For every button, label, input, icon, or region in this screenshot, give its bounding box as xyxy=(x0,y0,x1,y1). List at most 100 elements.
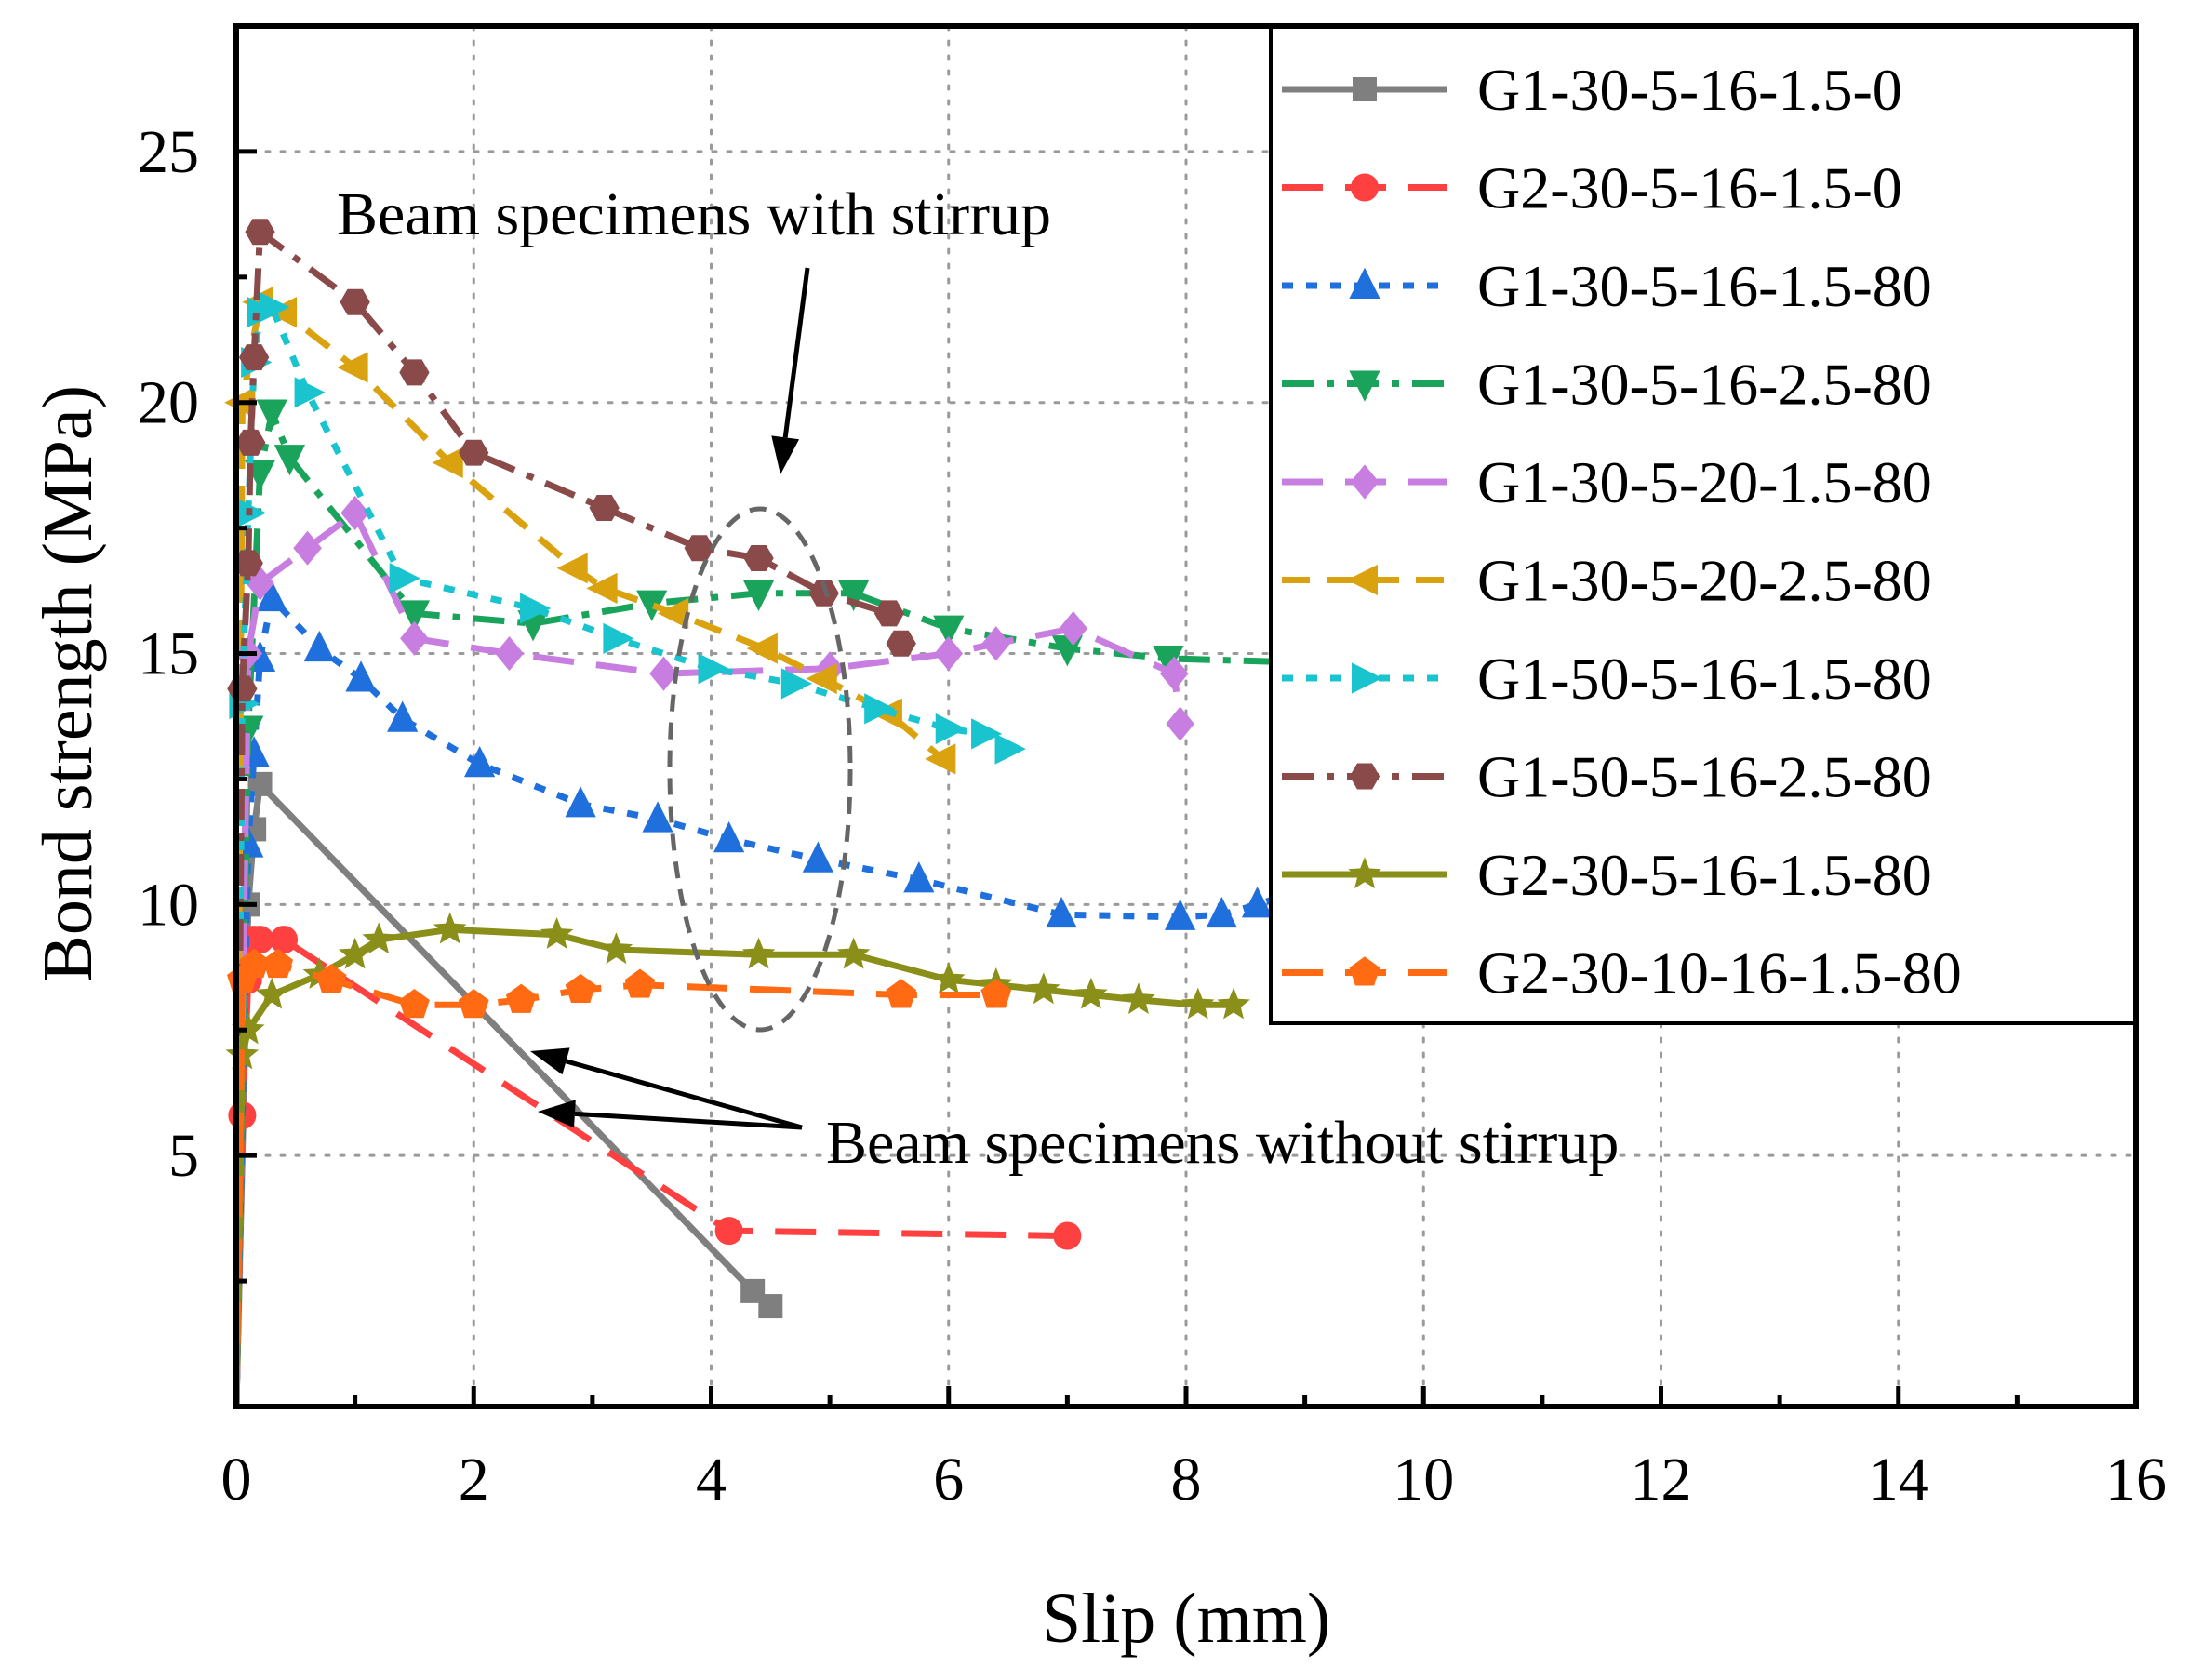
legend-entry: G1-50-5-16-1.5-80 xyxy=(1282,646,1932,712)
data-point xyxy=(746,633,778,664)
data-point xyxy=(293,530,322,566)
data-point xyxy=(398,600,431,632)
data-point xyxy=(994,733,1026,765)
data-point xyxy=(495,635,524,672)
data-point xyxy=(981,626,1011,661)
legend-label: G1-30-5-16-1.5-80 xyxy=(1477,253,1932,319)
data-point xyxy=(256,399,287,431)
legend-entry: G1-30-5-16-1.5-80 xyxy=(1282,253,1932,319)
legend-label: G1-30-5-20-1.5-80 xyxy=(1477,449,1932,515)
legend-entry: G1-30-5-20-1.5-80 xyxy=(1282,449,1932,515)
legend-marker xyxy=(1352,662,1383,694)
stirrup-ellipse xyxy=(667,506,853,1033)
data-point xyxy=(262,948,294,979)
data-point xyxy=(1159,656,1189,691)
data-point xyxy=(340,288,370,315)
data-point xyxy=(387,700,419,732)
legend-marker xyxy=(1348,857,1381,889)
data-point xyxy=(806,662,837,695)
series-line xyxy=(233,303,1010,1407)
data-point xyxy=(758,1294,783,1319)
data-point xyxy=(345,660,377,692)
data-point xyxy=(586,572,618,605)
data-point xyxy=(934,635,964,672)
y-tick-label: 20 xyxy=(138,369,199,437)
data-point xyxy=(565,786,596,818)
data-point xyxy=(808,580,839,607)
y-axis-title: Bond strength (MPa) xyxy=(29,385,107,982)
data-point xyxy=(935,713,967,745)
data-point xyxy=(1122,982,1155,1015)
data-point xyxy=(273,445,306,476)
data-point xyxy=(458,989,489,1019)
axes xyxy=(233,23,2139,1409)
series-G1-50-5-16-1.5-80 xyxy=(229,291,1026,1407)
x-tick-label: 12 xyxy=(1631,1446,1692,1513)
data-point xyxy=(743,545,774,572)
y-tick-label: 15 xyxy=(138,620,199,688)
data-point xyxy=(315,964,347,993)
data-point xyxy=(270,926,299,954)
data-point xyxy=(1166,706,1194,741)
x-tick-label: 4 xyxy=(696,1446,727,1513)
series-G1-30-5-20-1.5-80 xyxy=(233,495,1194,1407)
data-point xyxy=(971,718,1003,750)
data-point xyxy=(399,989,430,1019)
data-point xyxy=(1046,896,1077,928)
data-point xyxy=(714,1217,743,1246)
legend-label: G2-30-5-16-1.5-80 xyxy=(1477,842,1932,908)
data-point xyxy=(505,983,537,1013)
legend-entry: G1-30-5-16-1.5-0 xyxy=(1282,57,1902,123)
legend-marker xyxy=(1349,956,1380,986)
x-tick-label: 8 xyxy=(1171,1446,1202,1513)
axis-labels: 0 2 4 6 8 10 12 14 16 5 10 15 20 25 Slip (mm) Bond stre… xyxy=(29,118,2167,1658)
series-line xyxy=(233,961,996,1407)
data-point xyxy=(873,600,905,627)
data-point xyxy=(903,861,935,893)
legend-marker xyxy=(1349,370,1380,402)
data-point xyxy=(459,439,489,466)
data-point xyxy=(340,495,369,531)
x-tick-label: 2 xyxy=(459,1446,489,1513)
data-point xyxy=(433,912,467,944)
arrow-without-stirrup-2 xyxy=(538,1100,803,1130)
series-line xyxy=(233,409,1341,1407)
legend-entry: G2-30-10-16-1.5-80 xyxy=(1282,940,1962,1007)
legend: G1-30-5-16-1.5-0 G2-30-5-16-1.5-0 G1-30-5-… xyxy=(1269,24,2138,1025)
data-point xyxy=(362,922,395,954)
data-point xyxy=(556,553,588,584)
data-point xyxy=(1074,977,1108,1009)
data-point xyxy=(238,344,270,371)
data-point xyxy=(589,495,620,522)
arrow-without-stirrup-1 xyxy=(530,1047,803,1130)
data-point xyxy=(980,979,1012,1008)
legend-label: G1-50-5-16-2.5-80 xyxy=(1477,744,1932,810)
legend-label: G2-30-5-16-1.5-0 xyxy=(1477,155,1902,221)
data-point xyxy=(599,932,633,965)
series-G2-30-10-16-1.5-80 xyxy=(226,948,1012,1407)
data-point xyxy=(1217,987,1250,1020)
data-point xyxy=(698,653,729,685)
series-layer xyxy=(224,219,1428,1407)
data-point xyxy=(780,668,813,700)
data-point xyxy=(624,968,656,998)
legend-marker xyxy=(1353,77,1377,101)
data-point xyxy=(933,615,965,647)
data-point xyxy=(399,359,430,386)
data-point xyxy=(464,746,496,778)
data-point xyxy=(255,977,289,1009)
data-point xyxy=(838,580,870,612)
legend-marker xyxy=(1346,564,1378,596)
data-point xyxy=(432,447,463,479)
legend-entry: G1-30-5-20-2.5-80 xyxy=(1282,548,1932,614)
series-line xyxy=(233,509,1184,1407)
series-line xyxy=(233,299,945,1407)
data-point xyxy=(389,562,420,594)
legend-label: G2-30-10-16-1.5-80 xyxy=(1477,940,1962,1007)
data-point xyxy=(245,219,275,246)
data-point xyxy=(649,656,678,691)
y-tick-label: 10 xyxy=(138,871,199,939)
data-point xyxy=(742,580,775,612)
annotation-with-stirrup: Beam specimens with stirrup xyxy=(337,180,1051,248)
